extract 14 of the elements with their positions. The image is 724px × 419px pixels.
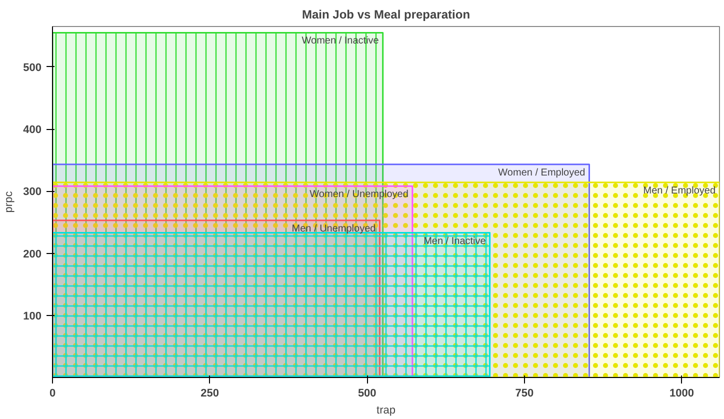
x-tick-label: 750 — [515, 388, 534, 400]
y-tick-label: 500 — [23, 62, 42, 74]
x-tick-label: 0 — [49, 388, 56, 400]
y-axis-title: prpc — [3, 190, 16, 213]
x-tick-label: 250 — [200, 388, 219, 400]
y-tick-label: 400 — [23, 124, 42, 136]
x-tick-label: 500 — [358, 388, 376, 400]
y-tick-label: 200 — [23, 248, 42, 260]
x-axis-title: trap — [376, 404, 396, 416]
y-tick-label: 300 — [23, 186, 42, 198]
chart-title: Main Job vs Meal preparation — [302, 8, 470, 22]
x-tick-label: 1000 — [670, 388, 694, 400]
series-label: Women / Employed — [498, 167, 586, 178]
y-tick-label: 100 — [23, 310, 42, 322]
